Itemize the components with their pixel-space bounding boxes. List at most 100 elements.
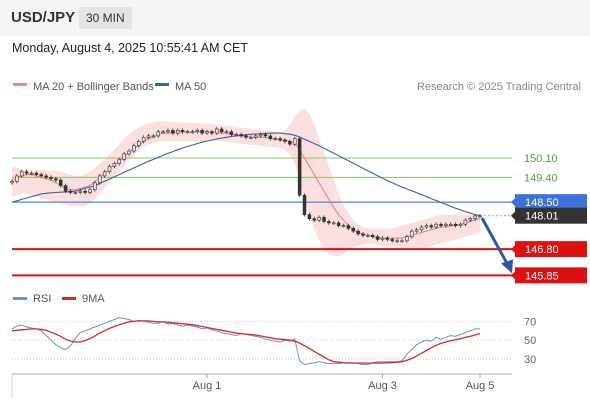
candle	[468, 216, 473, 223]
level-label-146.80: 146.80	[525, 244, 559, 256]
candle	[15, 174, 19, 184]
candle	[49, 175, 53, 181]
level-label-148.01: 148.01	[525, 211, 559, 223]
candle	[366, 233, 370, 238]
legend-9ma-swatch	[62, 297, 76, 300]
candle	[83, 189, 87, 195]
candle	[395, 238, 399, 243]
candle	[10, 179, 14, 185]
bollinger-bands	[12, 108, 480, 256]
candle	[258, 132, 263, 138]
candle	[68, 189, 73, 195]
legend-ma50-swatch	[155, 83, 169, 86]
x-tick-label: Aug 1	[193, 380, 222, 392]
candle	[44, 174, 48, 180]
legend-rsi-swatch	[13, 297, 27, 300]
header-bar: USD/JPY 30 MIN	[0, 0, 590, 36]
candle	[78, 189, 83, 195]
level-tag-pointer	[511, 245, 515, 254]
candle	[273, 136, 278, 141]
x-tick-label: Aug 5	[466, 380, 495, 392]
rsi-panel: 70 50 30	[11, 316, 536, 366]
candle	[39, 172, 44, 178]
candle	[102, 169, 107, 178]
candle	[180, 128, 185, 134]
candle	[317, 215, 321, 223]
legend-ma50-label: MA 50	[175, 81, 206, 93]
candle	[439, 222, 443, 228]
level-tag-pointer	[511, 271, 515, 280]
candle	[136, 139, 141, 148]
candle	[331, 220, 336, 225]
candle	[380, 236, 385, 242]
candle	[205, 129, 209, 136]
candle	[156, 129, 161, 138]
candle	[195, 128, 200, 134]
candle	[210, 129, 214, 136]
candle	[400, 238, 404, 243]
level-label-149.40: 149.40	[524, 172, 558, 184]
legend-rsi-label: RSI	[33, 293, 51, 305]
candle	[478, 214, 482, 218]
candle	[229, 129, 234, 137]
candle	[390, 237, 395, 243]
bollinger-band-area	[12, 108, 480, 256]
candle	[249, 135, 253, 140]
candle	[214, 127, 219, 136]
level-labels: 150.10 149.40 148.50 148.01 146.80 145.85	[511, 153, 587, 284]
candle	[351, 226, 356, 234]
candle	[73, 190, 78, 195]
legend-ma20-swatch	[13, 83, 27, 86]
candle	[463, 218, 468, 227]
candle	[141, 135, 146, 144]
candle	[122, 151, 126, 162]
level-lines	[12, 157, 514, 277]
candle	[117, 157, 122, 166]
current-tag-pointer	[511, 211, 515, 220]
candle	[292, 136, 297, 147]
candle	[458, 222, 463, 228]
candle	[166, 128, 170, 134]
candle	[453, 222, 458, 228]
x-tick-label: Aug 3	[368, 380, 397, 392]
timeframe-button[interactable]: 30 MIN	[79, 7, 132, 29]
candle	[414, 227, 419, 234]
candle	[54, 176, 58, 183]
candle	[375, 234, 380, 242]
candle	[151, 133, 156, 138]
candle	[429, 223, 434, 229]
candle	[190, 129, 195, 134]
candle	[361, 231, 365, 238]
candle	[263, 132, 268, 138]
candle	[336, 220, 341, 228]
candle	[97, 174, 102, 185]
candle	[409, 229, 414, 239]
candle	[385, 236, 390, 242]
candle	[473, 214, 477, 221]
candle	[58, 178, 63, 188]
forecast-arrow-head	[501, 259, 513, 274]
candle	[175, 128, 180, 136]
rsi-tick-50: 50	[524, 335, 536, 347]
candle	[19, 169, 24, 178]
level-tag-145.85	[515, 267, 587, 284]
candle	[146, 133, 151, 140]
candle	[356, 229, 360, 236]
candle	[132, 143, 136, 154]
candle	[405, 234, 409, 243]
legend-ma20-label: MA 20 + Bollinger Bands	[33, 81, 154, 93]
9ma-line	[11, 320, 481, 364]
candle	[283, 138, 287, 144]
forecast-arrow	[480, 217, 513, 274]
candle	[185, 129, 190, 134]
candle	[297, 136, 302, 198]
candle	[278, 136, 282, 142]
candle	[322, 215, 326, 224]
candle	[419, 225, 424, 232]
candle	[63, 183, 68, 194]
credit-text: Research © 2025 Trading Central	[417, 81, 581, 93]
level-tag-pointer	[511, 198, 515, 207]
candle	[88, 187, 92, 195]
